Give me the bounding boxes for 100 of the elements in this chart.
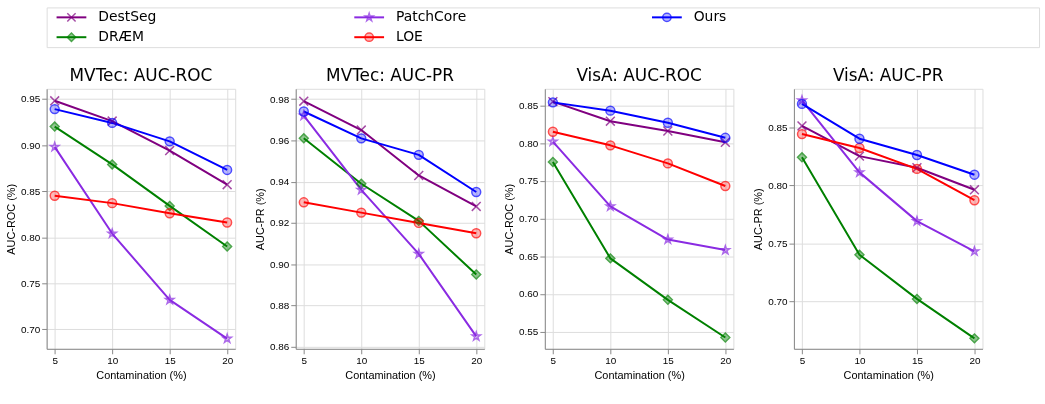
x-tick-label: 10 xyxy=(605,355,617,367)
point xyxy=(471,228,482,239)
point xyxy=(164,145,175,156)
point xyxy=(164,208,175,219)
point xyxy=(796,152,808,163)
point xyxy=(471,201,482,212)
point xyxy=(164,294,175,305)
x-tick-label: 5 xyxy=(799,355,806,367)
point xyxy=(720,132,731,143)
y-tick-label: 0.96 xyxy=(270,134,290,146)
y-axis-title: AUC-ROC (%) xyxy=(4,183,17,255)
y-tick-label: 0.80 xyxy=(768,179,788,191)
point xyxy=(106,197,118,209)
x-axis-title: Contamination (%) xyxy=(345,369,436,382)
x-tick-label: 15 xyxy=(164,355,177,367)
legend-label: DRÆM xyxy=(98,28,145,45)
y-tick-label: 0.94 xyxy=(270,176,290,188)
y-tick-label: 0.85 xyxy=(20,185,41,197)
point xyxy=(662,125,674,137)
x-tick-label: 15 xyxy=(911,355,924,367)
y-tick-label: 0.98 xyxy=(270,93,290,105)
x-axis-title: Contamination (%) xyxy=(843,369,934,382)
y-tick-label: 0.85 xyxy=(768,121,788,133)
x-tick-label: 20 xyxy=(471,355,483,367)
y-tick-label: 0.85 xyxy=(519,99,539,111)
x-axis-title: Contamination (%) xyxy=(96,369,187,382)
point xyxy=(720,137,731,148)
point xyxy=(107,228,118,238)
point xyxy=(221,179,233,190)
point xyxy=(547,156,559,168)
point xyxy=(413,170,424,181)
y-tick-label: 0.80 xyxy=(20,231,41,243)
x-tick-label: 15 xyxy=(413,355,426,367)
point xyxy=(605,116,616,127)
y-tick-label: 0.88 xyxy=(270,299,290,311)
point xyxy=(911,149,923,161)
x-tick-label: 20 xyxy=(720,355,732,367)
x-tick-label: 5 xyxy=(301,355,308,367)
point xyxy=(49,121,60,132)
y-tick-label: 0.70 xyxy=(20,323,41,335)
y-tick-label: 0.86 xyxy=(270,341,290,353)
point xyxy=(605,140,616,151)
x-tick-label: 5 xyxy=(52,355,59,367)
point xyxy=(298,96,309,107)
chart-title: MVTec: AUC-PR xyxy=(326,64,455,85)
chart-title: VisA: AUC-PR xyxy=(832,64,944,85)
y-tick-label: 0.65 xyxy=(519,250,539,262)
point xyxy=(221,164,233,176)
point xyxy=(356,178,367,189)
point xyxy=(605,253,616,264)
point xyxy=(796,120,808,132)
point xyxy=(720,180,731,192)
y-tick-label: 0.95 xyxy=(20,93,41,105)
x-tick-label: 15 xyxy=(662,355,675,367)
y-tick-label: 0.60 xyxy=(519,288,539,300)
point xyxy=(662,294,674,306)
point xyxy=(969,195,980,206)
y-tick-label: 0.75 xyxy=(768,237,788,249)
point xyxy=(854,133,865,144)
point xyxy=(854,150,865,162)
y-tick-label: 0.55 xyxy=(519,325,539,337)
point xyxy=(164,136,175,147)
point xyxy=(720,332,731,343)
y-tick-label: 0.75 xyxy=(519,175,539,187)
legend-label: PatchCore xyxy=(395,8,467,25)
point xyxy=(662,158,674,169)
x-tick-label: 10 xyxy=(107,355,119,367)
point xyxy=(356,133,367,144)
point xyxy=(854,142,865,154)
point xyxy=(605,105,616,116)
point xyxy=(796,128,808,140)
point xyxy=(720,244,731,255)
point xyxy=(49,190,60,201)
point xyxy=(547,126,559,137)
y-axis-title: AUC-PR (%) xyxy=(752,188,765,251)
point xyxy=(356,124,367,136)
point xyxy=(662,117,674,128)
point xyxy=(49,95,60,106)
chart-title: VisA: AUC-ROC xyxy=(576,64,702,85)
point xyxy=(106,159,118,170)
point xyxy=(969,184,980,195)
point xyxy=(49,141,60,152)
legend-label: LOE xyxy=(395,28,423,45)
x-axis-title: Contamination (%) xyxy=(594,369,685,382)
point xyxy=(298,197,309,208)
point xyxy=(969,333,980,344)
point xyxy=(471,269,482,280)
y-tick-label: 0.90 xyxy=(270,258,290,270)
chart-title: MVTec: AUC-ROC xyxy=(69,64,213,85)
x-tick-label: 5 xyxy=(550,355,557,367)
y-tick-label: 0.70 xyxy=(519,212,539,224)
point xyxy=(911,293,923,305)
x-tick-label: 20 xyxy=(969,355,981,367)
x-tick-label: 10 xyxy=(356,355,368,367)
y-tick-label: 0.75 xyxy=(20,277,41,289)
point xyxy=(796,98,808,110)
point xyxy=(413,248,424,259)
point xyxy=(298,106,309,117)
point xyxy=(356,184,367,195)
point xyxy=(221,241,233,252)
